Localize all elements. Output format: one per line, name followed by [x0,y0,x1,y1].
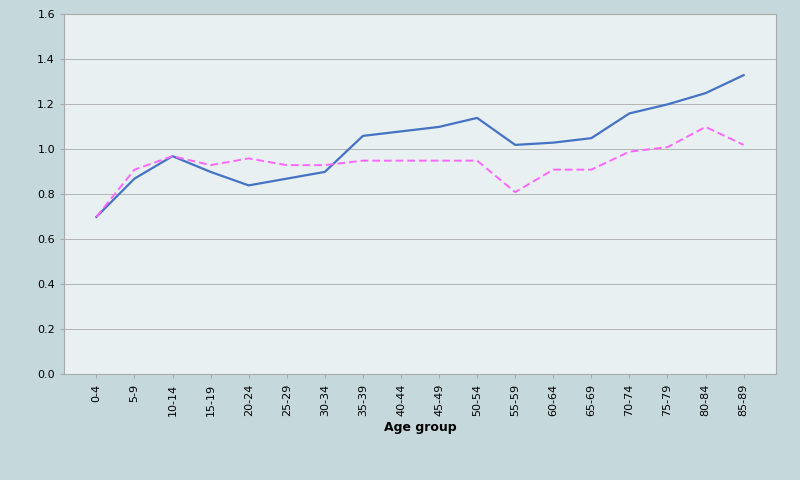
Females [206,162,215,168]
Males [282,176,291,181]
Females [586,167,596,172]
Males [168,153,178,159]
Females [739,142,749,148]
Females [396,158,406,164]
Males [586,135,596,141]
Females [472,158,482,164]
Males [739,72,749,78]
Females [358,158,368,164]
Males [244,182,254,188]
Males [396,129,406,134]
Males [510,142,520,148]
Males [358,133,368,139]
Males [701,90,710,96]
Males [472,115,482,121]
Males [662,101,672,107]
Males [625,110,634,116]
Males [320,169,330,175]
Females [662,144,672,150]
Males [434,124,444,130]
Line: Males: Males [96,75,744,217]
Females [701,124,710,130]
Females [244,156,254,161]
Line: Females: Females [96,127,744,217]
X-axis label: Age group: Age group [384,421,456,434]
Males [206,169,215,175]
Females [91,214,101,220]
Males [549,140,558,145]
Females [320,162,330,168]
Females [434,158,444,164]
Females [130,167,139,172]
Females [510,189,520,195]
Males [91,214,101,220]
Males [130,176,139,181]
Females [282,162,291,168]
Females [168,153,178,159]
Females [549,167,558,172]
Females [625,149,634,155]
